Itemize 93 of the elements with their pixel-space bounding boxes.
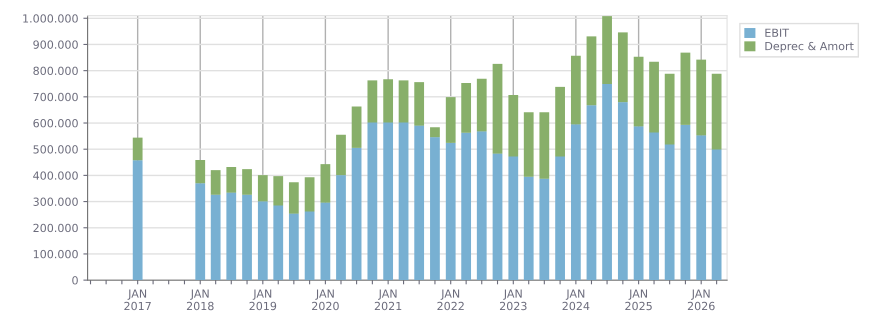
y-tick-label: 100.000 xyxy=(34,250,78,258)
bar xyxy=(680,124,690,280)
bar xyxy=(430,137,440,280)
bar xyxy=(524,176,534,280)
bar xyxy=(476,78,487,132)
bar xyxy=(414,126,424,280)
bar xyxy=(634,56,644,126)
bar xyxy=(602,16,612,84)
bar xyxy=(634,126,644,280)
bar xyxy=(414,82,424,126)
y-tick-label: 700.000 xyxy=(34,92,78,102)
bar xyxy=(476,131,487,280)
bar xyxy=(195,183,206,280)
bar xyxy=(383,122,394,280)
bar xyxy=(696,60,706,136)
bar xyxy=(555,86,565,157)
bar xyxy=(242,194,252,280)
bar xyxy=(383,79,394,122)
bar xyxy=(430,127,440,138)
bar xyxy=(398,80,408,122)
y-tick-label: 900.000 xyxy=(33,40,78,49)
bar xyxy=(586,36,596,106)
bar xyxy=(524,112,534,177)
bar xyxy=(132,160,143,280)
y-tick-label: 800.000 xyxy=(33,66,78,76)
bar xyxy=(210,194,221,280)
bar xyxy=(320,202,330,280)
bar xyxy=(304,212,315,280)
y-tick-label: 500.000 xyxy=(33,145,78,154)
bar xyxy=(336,175,346,280)
bar xyxy=(618,102,628,280)
bar xyxy=(273,176,284,206)
bar xyxy=(258,201,268,280)
x-tick-label: JAN 2026 xyxy=(688,290,715,310)
bar xyxy=(336,134,346,176)
x-tick-label: JAN 2017 xyxy=(124,290,151,310)
bar xyxy=(210,170,221,195)
y-tick-label: 300.000 xyxy=(33,198,78,206)
bar xyxy=(461,132,472,280)
x-tick-label: JAN 2023 xyxy=(500,290,527,310)
bar xyxy=(539,178,550,280)
bar xyxy=(195,160,206,184)
bar xyxy=(304,177,315,212)
bar xyxy=(712,149,722,280)
x-tick-label: JAN 2024 xyxy=(562,290,590,310)
bar xyxy=(664,144,675,280)
bar xyxy=(555,156,565,280)
bar xyxy=(367,122,378,280)
bar xyxy=(492,154,502,280)
bar xyxy=(288,214,299,280)
bar xyxy=(446,142,456,280)
bar xyxy=(586,105,596,280)
x-tick-label: JAN 2021 xyxy=(374,290,402,310)
bar xyxy=(461,82,472,133)
bar xyxy=(492,64,502,154)
bar xyxy=(352,148,362,280)
bar xyxy=(398,122,408,280)
bar xyxy=(367,80,378,122)
legend-label: Deprec & Amort xyxy=(765,42,854,52)
bar xyxy=(320,164,330,203)
bar xyxy=(273,206,284,280)
bar xyxy=(649,62,659,132)
bar xyxy=(618,32,628,102)
bar xyxy=(508,156,518,280)
bar xyxy=(288,182,299,214)
bar xyxy=(508,94,518,157)
bar xyxy=(696,135,706,280)
x-tick-label: JAN 2025 xyxy=(625,290,652,310)
y-tick-label: 400.000 xyxy=(33,171,78,180)
x-tick-label: JAN 2022 xyxy=(437,290,464,310)
bar xyxy=(132,138,143,160)
x-tick-label: JAN 2018 xyxy=(186,290,214,310)
y-tick-label: 600.000 xyxy=(33,118,78,128)
x-tick-label: JAN 2019 xyxy=(249,290,276,310)
y-tick-label: 0 xyxy=(72,276,78,285)
bar xyxy=(680,52,690,125)
x-tick-label: JAN 2020 xyxy=(312,290,339,310)
bar xyxy=(352,106,362,148)
bar xyxy=(226,167,236,193)
bar xyxy=(258,175,268,202)
bar xyxy=(649,132,659,280)
bar xyxy=(446,97,456,143)
bar xyxy=(570,124,581,280)
legend-label: EBIT xyxy=(765,28,790,37)
bar xyxy=(539,112,550,179)
y-tick-label: 200.000 xyxy=(33,224,78,232)
bar xyxy=(712,74,722,150)
y-tick-label: 1.000.000 xyxy=(23,14,78,23)
bar xyxy=(664,74,675,144)
bar xyxy=(602,84,612,280)
bar xyxy=(226,192,236,280)
bar xyxy=(570,56,581,124)
bar xyxy=(242,169,252,195)
